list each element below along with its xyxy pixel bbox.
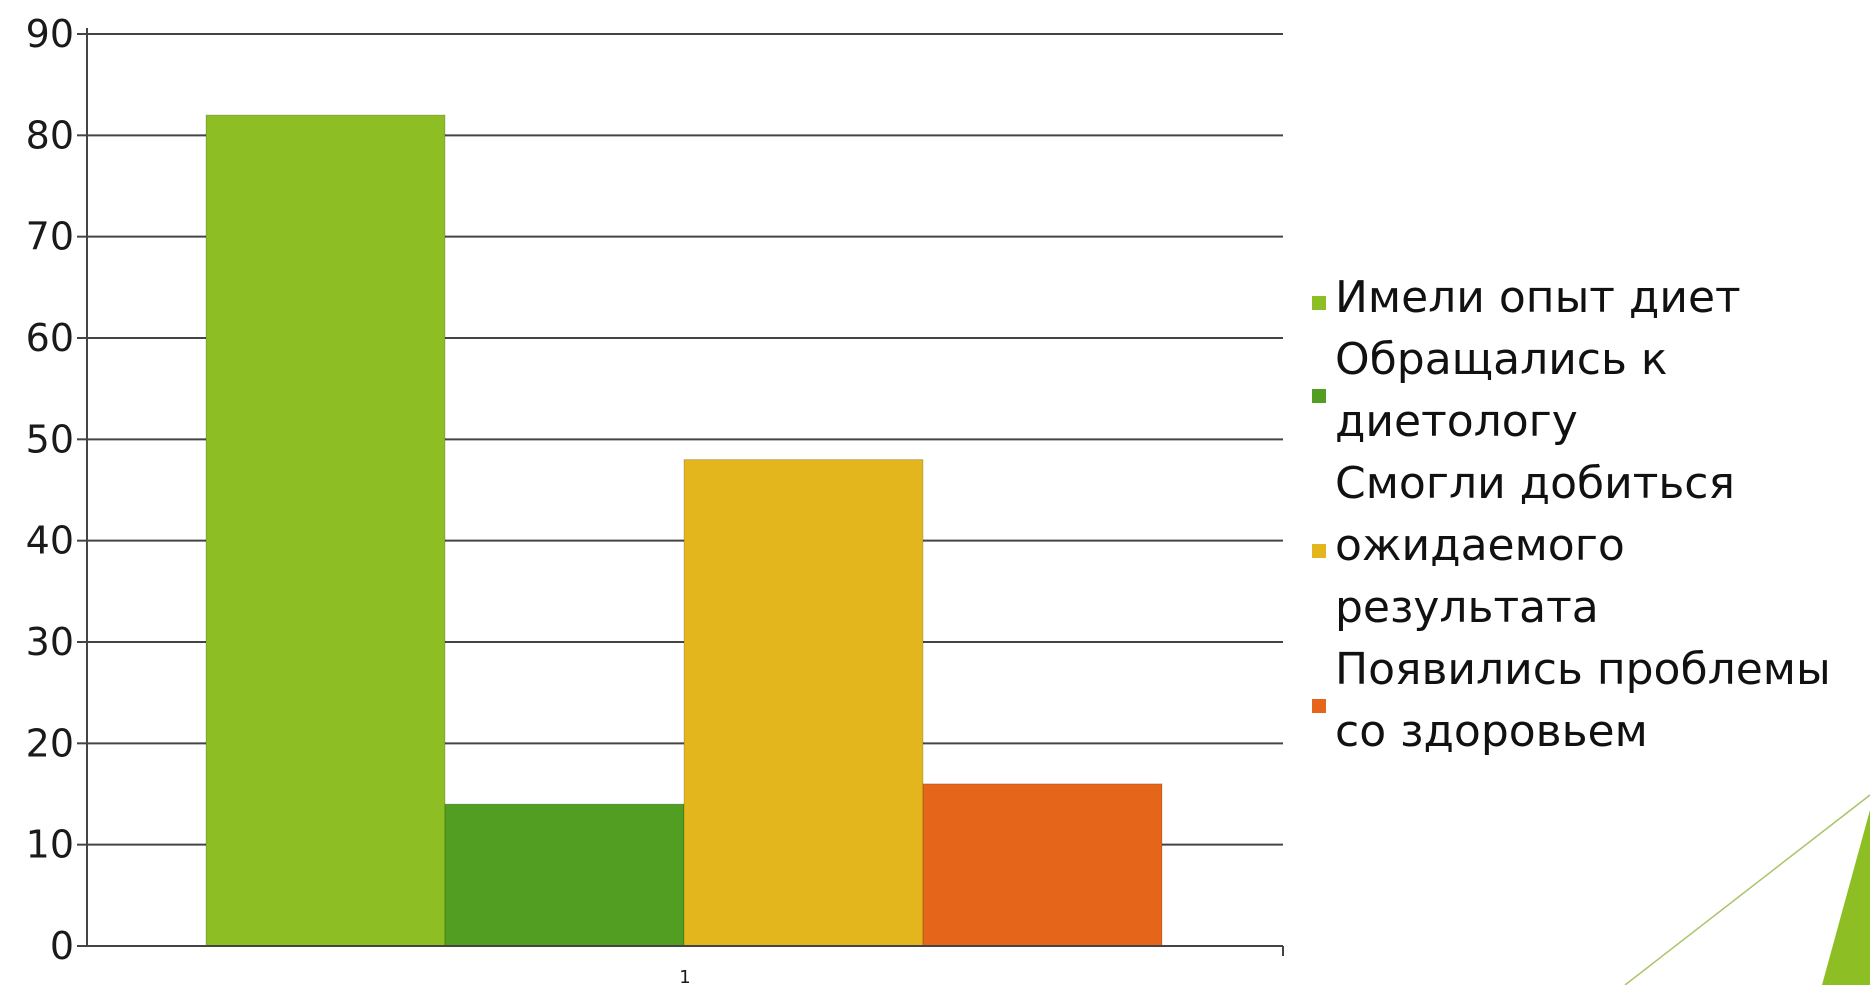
y-tick-label: 90 bbox=[26, 12, 74, 56]
y-tick-label: 30 bbox=[26, 620, 74, 664]
legend-swatch-1 bbox=[1312, 296, 1326, 310]
axes bbox=[86, 28, 1284, 956]
bar-4 bbox=[922, 783, 1163, 947]
bars bbox=[205, 114, 1163, 947]
bar-3 bbox=[683, 459, 924, 947]
legend-label-4: Появились проблемы bbox=[1335, 644, 1831, 695]
legend-label-2: Обращались к bbox=[1335, 334, 1667, 385]
category-labels: 1 bbox=[679, 967, 690, 985]
legend-label-1: Имели опыт диет bbox=[1335, 272, 1741, 323]
legend: Имели опыт диет Обращались к диетологу Смог… bbox=[1312, 272, 1831, 757]
y-tick-labels: 0 10 20 30 40 50 60 70 80 90 bbox=[26, 12, 74, 968]
legend-label-3: результата bbox=[1335, 582, 1599, 633]
legend-label-3: ожидаемого bbox=[1335, 520, 1625, 571]
bar-2 bbox=[444, 803, 685, 947]
x-category-label: 1 bbox=[679, 967, 690, 985]
legend-swatch-4 bbox=[1312, 699, 1326, 713]
y-tick-label: 0 bbox=[50, 924, 74, 968]
legend-label-4: со здоровьем bbox=[1335, 706, 1648, 757]
y-tick-label: 20 bbox=[26, 721, 74, 765]
legend-swatch-2 bbox=[1312, 389, 1326, 403]
y-tick-label: 10 bbox=[26, 823, 74, 867]
legend-label-2: диетологу bbox=[1335, 396, 1578, 447]
y-tick-label: 50 bbox=[26, 417, 74, 461]
legend-label-3: Смогли добиться bbox=[1335, 458, 1735, 509]
y-tick-label: 60 bbox=[26, 316, 74, 360]
corner-accent-triangle bbox=[1822, 810, 1870, 985]
corner-decoration bbox=[1624, 794, 1870, 985]
corner-accent-line bbox=[1624, 794, 1870, 985]
y-tick-label: 40 bbox=[26, 519, 74, 563]
legend-swatch-3 bbox=[1312, 544, 1326, 558]
y-tick-label: 80 bbox=[26, 113, 74, 157]
bar-1 bbox=[205, 114, 446, 947]
y-tick-label: 70 bbox=[26, 215, 74, 259]
